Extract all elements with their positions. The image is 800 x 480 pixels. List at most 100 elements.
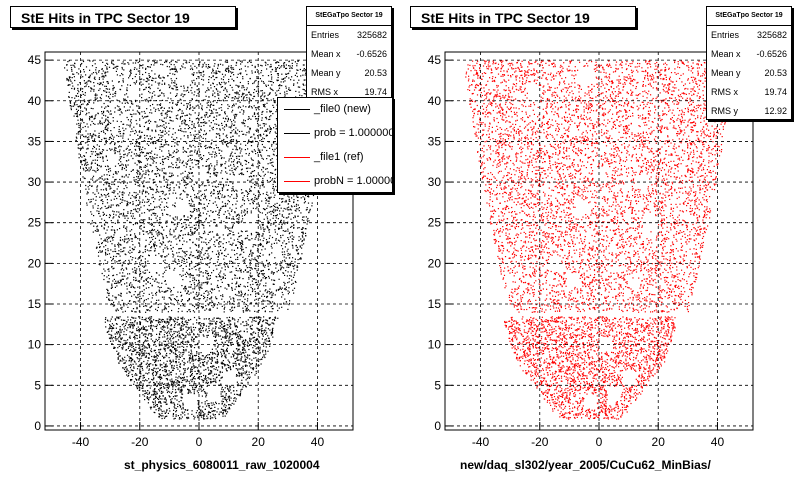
hit-point: [177, 259, 180, 261]
hit-point: [194, 387, 196, 389]
hit-point: [100, 238, 102, 240]
hit-point: [227, 331, 229, 333]
hit-point: [186, 343, 188, 345]
hit-point: [158, 274, 160, 276]
hit-point: [192, 234, 194, 236]
hit-point: [230, 397, 232, 399]
hit-point: [229, 260, 231, 262]
hit-point: [201, 307, 204, 309]
hit-point: [187, 333, 189, 335]
hit-point: [219, 327, 221, 330]
hit-point: [199, 405, 201, 407]
hit-point: [165, 411, 167, 413]
hit-point: [183, 377, 185, 379]
hit-point: [154, 280, 156, 282]
hit-point: [272, 332, 274, 334]
hit-point: [214, 416, 216, 418]
hit-point: [164, 307, 166, 309]
hit-point: [292, 265, 294, 267]
hit-point: [234, 397, 236, 399]
hit-point: [214, 345, 216, 347]
hit-point: [144, 263, 147, 265]
hit-point: [156, 206, 158, 208]
hit-point: [209, 373, 211, 375]
hit-point: [118, 211, 120, 213]
hit-point: [134, 321, 136, 323]
hit-point: [222, 277, 224, 279]
hit-point: [156, 245, 158, 247]
hit-point: [247, 282, 249, 284]
hit-point: [146, 385, 148, 387]
hit-point: [249, 284, 252, 286]
hit-point: [195, 269, 197, 271]
hit-point: [300, 228, 303, 230]
hit-point: [285, 230, 287, 232]
hit-point: [165, 398, 167, 400]
hit-point: [169, 353, 171, 355]
hit-point: [234, 274, 237, 277]
hit-point: [141, 351, 143, 353]
hit-point: [220, 295, 222, 297]
hit-point: [200, 376, 202, 378]
hit-point: [272, 283, 274, 285]
hit-point: [195, 227, 197, 229]
hit-point: [207, 331, 209, 333]
hit-point: [121, 324, 123, 326]
hit-point: [261, 235, 263, 237]
hit-point: [183, 346, 185, 348]
hit-point: [284, 287, 286, 290]
hit-point: [203, 197, 205, 200]
hit-point: [131, 268, 134, 270]
hit-point: [107, 268, 109, 271]
hit-point: [161, 417, 163, 420]
hit-point: [185, 348, 187, 351]
hit-point: [234, 293, 237, 296]
hit-point: [222, 362, 224, 364]
hit-point: [99, 246, 101, 249]
hit-point: [200, 286, 202, 288]
hit-point: [93, 215, 95, 217]
hit-point: [241, 243, 243, 245]
hit-point: [105, 317, 107, 319]
hit-point: [256, 203, 258, 205]
hit-point: [307, 221, 309, 223]
hit-point: [136, 368, 139, 370]
hit-point: [166, 365, 168, 367]
hit-point: [88, 188, 90, 190]
hit-point: [132, 308, 135, 310]
hit-point: [273, 323, 275, 325]
hit-point: [112, 295, 114, 297]
hit-point: [121, 306, 123, 308]
hit-point: [152, 189, 154, 191]
hit-point: [119, 282, 121, 284]
hit-point: [276, 263, 278, 265]
hit-point: [131, 240, 133, 242]
hit-point: [143, 205, 145, 207]
hit-point: [125, 349, 127, 351]
hit-point: [250, 294, 252, 296]
hit-point: [107, 236, 109, 238]
hit-point: [138, 329, 140, 331]
hit-point: [244, 340, 246, 342]
hit-point: [188, 257, 190, 259]
hit-point: [235, 348, 238, 350]
hit-point: [238, 241, 240, 243]
hit-point: [182, 353, 184, 356]
hit-point: [198, 404, 200, 406]
hit-point: [251, 198, 253, 200]
hit-point: [166, 355, 168, 357]
hit-point: [221, 403, 223, 405]
hit-point: [187, 219, 189, 221]
hit-point: [182, 404, 184, 406]
hit-point: [226, 288, 228, 290]
hit-point: [107, 226, 109, 228]
hit-point: [240, 290, 242, 292]
hit-point: [266, 260, 268, 262]
hit-point: [242, 386, 244, 388]
hit-point: [145, 265, 147, 267]
hit-point: [178, 418, 180, 420]
hit-point: [293, 217, 295, 219]
hit-point: [147, 317, 149, 319]
hit-point: [236, 356, 239, 358]
hit-point: [287, 230, 289, 232]
